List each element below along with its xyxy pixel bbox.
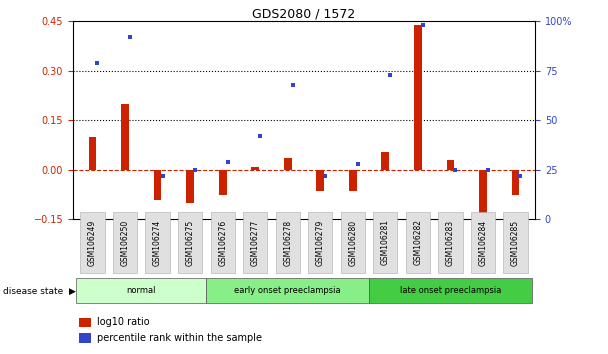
Text: GSM106281: GSM106281	[381, 219, 390, 266]
Text: log10 ratio: log10 ratio	[97, 318, 150, 327]
Bar	[79, 318, 91, 327]
Text: GSM106250: GSM106250	[120, 219, 130, 266]
Text: GSM106275: GSM106275	[185, 219, 195, 266]
Bar	[446, 160, 454, 170]
Bar	[121, 104, 129, 170]
Text: disease state  ▶: disease state ▶	[3, 286, 76, 296]
Text: GSM106285: GSM106285	[511, 219, 520, 266]
FancyBboxPatch shape	[369, 278, 532, 303]
FancyBboxPatch shape	[76, 278, 206, 303]
Bar	[381, 152, 389, 170]
Text: GSM106277: GSM106277	[250, 219, 260, 266]
Text: GSM106249: GSM106249	[88, 219, 97, 266]
Text: percentile rank within the sample: percentile rank within the sample	[97, 333, 262, 343]
Bar	[349, 170, 357, 192]
Text: GSM106274: GSM106274	[153, 219, 162, 266]
Bar	[284, 158, 292, 170]
Text: normal: normal	[126, 286, 156, 295]
Text: GSM106278: GSM106278	[283, 219, 292, 266]
Text: early onset preeclampsia: early onset preeclampsia	[235, 286, 341, 295]
Text: GSM106276: GSM106276	[218, 219, 227, 266]
Bar	[316, 170, 324, 192]
Bar	[219, 170, 227, 195]
Bar	[414, 24, 422, 170]
Bar	[89, 137, 97, 170]
Bar	[186, 170, 194, 203]
Text: GSM106279: GSM106279	[316, 219, 325, 266]
Text: GSM106282: GSM106282	[413, 219, 423, 266]
Bar	[251, 167, 259, 170]
Bar	[479, 170, 487, 213]
FancyBboxPatch shape	[206, 278, 369, 303]
Text: GSM106283: GSM106283	[446, 219, 455, 266]
Text: late onset preeclampsia: late onset preeclampsia	[399, 286, 501, 295]
Bar	[154, 170, 162, 200]
Title: GDS2080 / 1572: GDS2080 / 1572	[252, 7, 356, 20]
Text: GSM106280: GSM106280	[348, 219, 358, 266]
Text: GSM106284: GSM106284	[478, 219, 488, 266]
Bar	[511, 170, 519, 195]
Bar	[79, 333, 91, 343]
